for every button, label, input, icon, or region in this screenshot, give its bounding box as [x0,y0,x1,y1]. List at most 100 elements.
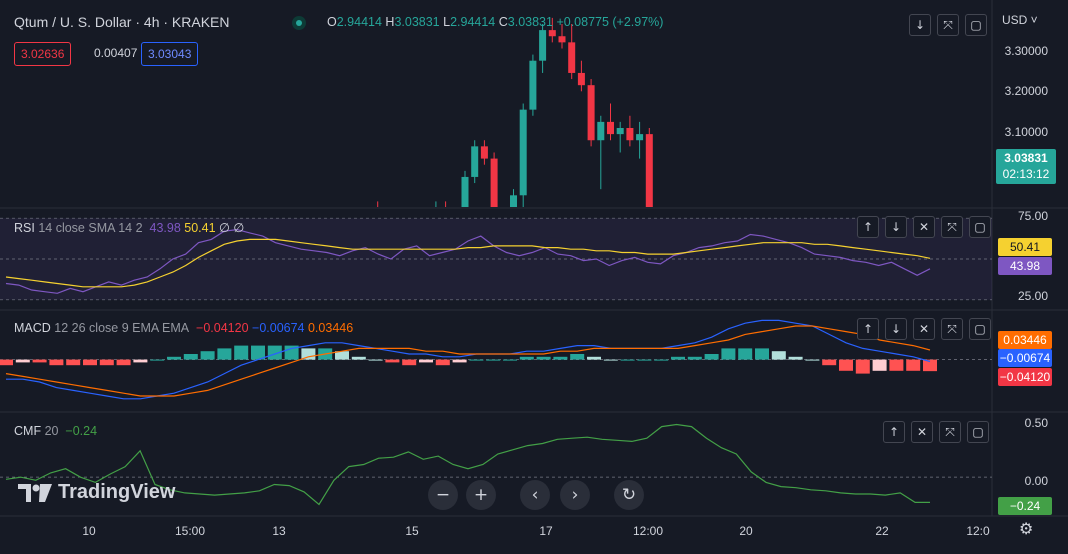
price-tick: 3.20000 [1004,84,1048,98]
close-icon[interactable]: ✕ [913,318,935,340]
settings-icon[interactable]: ▢ [969,318,991,340]
time-tick: 10 [82,524,96,538]
macd-histogram-bar [620,359,635,361]
macd-histogram-bar [435,359,450,366]
maximize-icon[interactable]: ⤧ [941,216,963,238]
cmf-legend: CMF 20 −0.24 [14,424,98,438]
move-down-icon[interactable]: ↓ [885,318,907,340]
candle-body [539,30,547,61]
candle-body [558,36,566,43]
symbol-title[interactable]: Qtum / U. S. Dollar · 4h · KRAKEN [14,14,230,30]
macd-line-tag: −0.00674 [998,349,1052,367]
macd-histogram-bar [654,359,669,361]
gear-icon[interactable]: ⚙ [1019,519,1034,538]
macd-histogram-bar [587,356,601,360]
ohlc-legend: O2.94414 H3.03831 L2.94414 C3.03831 +0.0… [327,15,664,29]
macd-histogram-bar [150,359,165,361]
candle-body [616,128,624,135]
settings-icon[interactable]: ▢ [969,216,991,238]
buy-button[interactable]: 3.03043 [141,42,199,66]
rsi-tick: 25.00 [1017,289,1048,303]
macd-histogram-bar [805,359,820,361]
macd-histogram-bar [889,359,904,371]
move-up-icon[interactable]: ↑ [883,421,905,443]
rsi-value-tag: 43.98 [998,257,1052,275]
candle-body [480,146,488,159]
candle-body [519,109,527,196]
macd-histogram-bar [486,359,501,361]
macd-histogram-bar [167,356,181,360]
macd-histogram-bar [906,359,921,371]
macd-histogram-bar [267,345,282,360]
candle-body [587,85,595,141]
time-tick: 12:00 [632,524,664,538]
macd-histogram-bar [133,359,148,363]
time-tick: 22 [875,524,889,538]
rsi-pane [0,217,992,301]
rsi-band [0,218,992,300]
settings-icon[interactable]: ▢ [967,421,989,443]
macd-histogram-bar [0,359,13,366]
macd-histogram-bar [335,351,349,360]
macd-histogram-bar [452,359,467,363]
price-candles [377,17,653,207]
sell-button[interactable]: 3.02636 [14,42,72,66]
time-tick: 17 [539,524,553,538]
candle-body [597,121,605,141]
macd-signal-line [5,325,931,397]
reset-chart-button[interactable]: ↻ [614,480,644,510]
move-down-icon[interactable]: ↓ [909,14,931,36]
macd-signal-tag: 0.03446 [998,331,1052,349]
macd-histogram-bar [385,359,400,363]
macd-histogram-bar [368,359,383,361]
cmf-pane-controls: ↑ ✕ ⤧ ▢ [883,421,989,443]
macd-histogram-bar [839,359,853,371]
macd-histogram-bar [738,348,753,360]
macd-histogram-bar [553,356,568,360]
macd-pane-controls: ↑ ↓ ✕ ⤧ ▢ [857,318,991,340]
macd-histogram-bar [923,359,937,372]
move-down-icon[interactable]: ↓ [885,216,907,238]
macd-legend: MACD 12 26 close 9 EMA EMA −0.04120 −0.0… [14,321,354,335]
candle-body [577,72,585,86]
close-icon[interactable]: ✕ [913,216,935,238]
tradingview-logo-icon [18,483,52,502]
maximize-icon[interactable]: ⤧ [941,318,963,340]
macd-histogram-bar [15,359,30,363]
macd-histogram-bar [351,356,366,360]
rsi-sma-tag: 50.41 [998,238,1052,256]
candle-body [461,176,469,207]
macd-histogram-bar [200,351,215,360]
settings-icon[interactable]: ▢ [965,14,987,36]
cmf-tick: 0.00 [1024,474,1048,488]
zoom-in-button[interactable]: + [466,480,496,510]
rsi-sma-line [5,238,931,288]
zoom-out-button[interactable]: − [428,480,458,510]
macd-histogram-bar [855,359,870,374]
main-pane-controls: ↓ ⤧ ▢ [909,14,987,36]
rsi-pane-controls: ↑ ↓ ✕ ⤧ ▢ [857,216,991,238]
macd-histogram-bar [217,348,232,360]
macd-histogram-bar [116,359,131,366]
maximize-icon[interactable]: ⤧ [937,14,959,36]
spread-value: 0.00407 [94,46,138,60]
macd-histogram-bar [755,348,769,360]
move-up-icon[interactable]: ↑ [857,216,879,238]
candle-body [490,158,498,207]
scroll-left-button[interactable]: ‹ [520,480,550,510]
maximize-icon[interactable]: ⤧ [939,421,961,443]
candle-body [636,134,644,141]
macd-histogram-bar [687,356,702,360]
scroll-right-button[interactable]: › [560,480,590,510]
close-icon[interactable]: ✕ [911,421,933,443]
cmf-tick: 0.50 [1024,416,1048,430]
price-tick: 3.10000 [1004,125,1048,139]
macd-histogram-bar [570,354,585,360]
currency-selector[interactable]: USD ˅ [1002,13,1038,27]
time-tick: 13 [272,524,286,538]
move-up-icon[interactable]: ↑ [857,318,879,340]
market-open-icon [292,16,306,30]
time-tick: 15:00 [174,524,206,538]
time-tick: 12:0 [966,524,990,538]
